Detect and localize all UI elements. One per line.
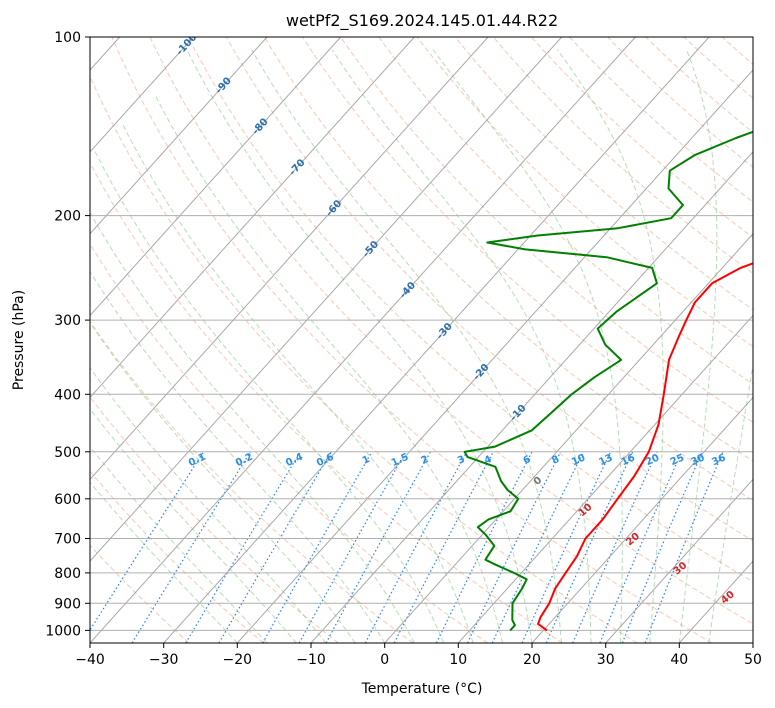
dry-adiabat	[111, 37, 712, 643]
mixing-ratio-line	[599, 451, 683, 643]
y-tick-label: 300	[54, 313, 81, 329]
mixing-ratio-line	[435, 451, 533, 643]
isotherm-line	[457, 314, 753, 643]
y-tick-label: 600	[54, 492, 81, 508]
mixing-ratio-line	[90, 451, 205, 632]
y-tick-label: 900	[54, 596, 81, 612]
isotherm-line	[90, 37, 268, 235]
moist-adiabat	[556, 49, 664, 643]
mixing-ratio-label: 4	[483, 454, 494, 467]
x-tick-label: 30	[597, 652, 615, 668]
mixing-ratio-line	[185, 451, 302, 643]
isotherm-line	[90, 37, 489, 481]
moist-adiabat	[251, 49, 562, 643]
dry-adiabat	[90, 243, 488, 643]
mixing-ratio-label: 1	[361, 454, 372, 467]
isotherm-line	[531, 396, 753, 643]
mixing-ratio-label: 10	[570, 452, 587, 468]
plot-frame	[89, 36, 754, 644]
isotherm-line	[752, 642, 753, 643]
isotherm-line	[90, 37, 636, 643]
plot-background	[90, 37, 753, 643]
x-tick-label: 50	[744, 652, 762, 668]
moist-adiabat	[90, 408, 297, 643]
series-line-0	[537, 262, 753, 632]
mixing-ratio-line	[364, 451, 468, 643]
mixing-ratio-label: 6	[522, 454, 533, 467]
dry-adiabat	[90, 75, 638, 643]
dry-adiabat	[187, 37, 753, 583]
dry-adiabat	[378, 37, 753, 385]
moist-adiabat	[432, 49, 623, 643]
moist-adiabat	[186, 49, 533, 643]
dry-adiabat	[760, 37, 775, 643]
isotherm-line	[90, 37, 194, 153]
mixing-ratio-label: 3	[456, 454, 467, 467]
isotherm-line	[90, 37, 563, 562]
x-tick-label: 10	[449, 652, 467, 668]
y-tick-label: 1000	[45, 623, 81, 639]
moist-adiabat	[708, 362, 753, 643]
y-tick-label: 400	[54, 387, 81, 403]
isotherm-line	[236, 69, 753, 643]
x-tick-label: −40	[75, 652, 105, 668]
isotherm-line	[90, 37, 342, 317]
mixing-ratio-label: 36	[710, 452, 727, 468]
moist-adiabat	[678, 49, 718, 643]
isotherm-line	[384, 233, 753, 643]
moist-adiabat	[90, 367, 327, 643]
dry-adiabat	[340, 37, 753, 423]
x-tick-label: 40	[670, 652, 688, 668]
x-tick-label: 0	[380, 652, 389, 668]
isotherms	[90, 37, 753, 643]
x-axis-label: Temperature (°C)	[361, 681, 483, 697]
moist-adiabat	[90, 481, 238, 643]
y-tick-label: 700	[54, 532, 81, 548]
y-axis: 100 200 300 400 500 600 700 800 900 1000	[45, 30, 90, 639]
y-axis-label: Pressure (hPa)	[11, 290, 27, 390]
dry-adiabat	[225, 37, 753, 542]
mixing-ratio-line	[325, 451, 431, 643]
moist-adiabat	[331, 49, 592, 643]
dry-adiabat	[149, 37, 753, 625]
pressure-gridlines	[90, 37, 753, 631]
mixing-ratio-label: 8	[550, 454, 561, 467]
mixing-ratio-line	[466, 451, 562, 643]
y-tick-label: 500	[54, 445, 81, 461]
isotherm-line	[310, 151, 753, 643]
x-tick-label: −20	[223, 652, 253, 668]
dry-adiabat	[263, 37, 753, 502]
chart-title: wetPf2_S169.2024.145.01.44.R22	[286, 11, 558, 31]
isotherm-line	[605, 478, 753, 643]
y-tick-label: 200	[54, 209, 81, 225]
y-tick-label: 800	[54, 566, 81, 582]
x-tick-label: −10	[296, 652, 326, 668]
moist-adiabat	[90, 270, 386, 643]
mixing-ratio-label: 16	[620, 452, 637, 468]
mixing-ratio-label: 25	[669, 452, 686, 468]
mixing-ratio-line	[621, 451, 703, 643]
y-tick-label: 100	[54, 30, 81, 46]
moist-adiabats	[90, 49, 753, 643]
x-tick-label: −30	[149, 652, 179, 668]
mixing-ratio-line	[572, 451, 658, 643]
mixing-ratio-label: 30	[689, 452, 706, 468]
dry-adiabat	[90, 470, 264, 643]
profile-series	[463, 130, 753, 632]
x-axis: −40 −30 −20 −10 0 10 20 30 40 50	[75, 643, 762, 668]
plot-area: -100-90-80-70-60-50-40-30-20-10 0.1 0.2 0.…	[90, 37, 775, 643]
series-line-1	[463, 130, 753, 632]
mixing-ratio-line	[298, 451, 407, 643]
mixing-ratio-label: 13	[597, 452, 614, 468]
moist-adiabat	[90, 211, 415, 643]
mixing-ratio-label: 20	[644, 452, 661, 468]
x-tick-label: 20	[523, 652, 541, 668]
isotherm-line	[90, 37, 415, 399]
mixing-ratio-label: 2	[420, 454, 431, 467]
isotherm-line	[163, 37, 710, 643]
dry-adiabat	[90, 161, 563, 643]
